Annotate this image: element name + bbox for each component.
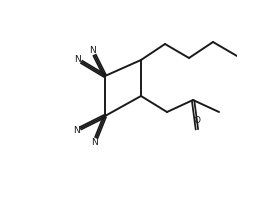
Text: N: N: [89, 46, 96, 55]
Text: N: N: [91, 138, 98, 147]
Text: N: N: [74, 55, 81, 64]
Text: N: N: [73, 126, 79, 135]
Text: O: O: [193, 116, 201, 125]
